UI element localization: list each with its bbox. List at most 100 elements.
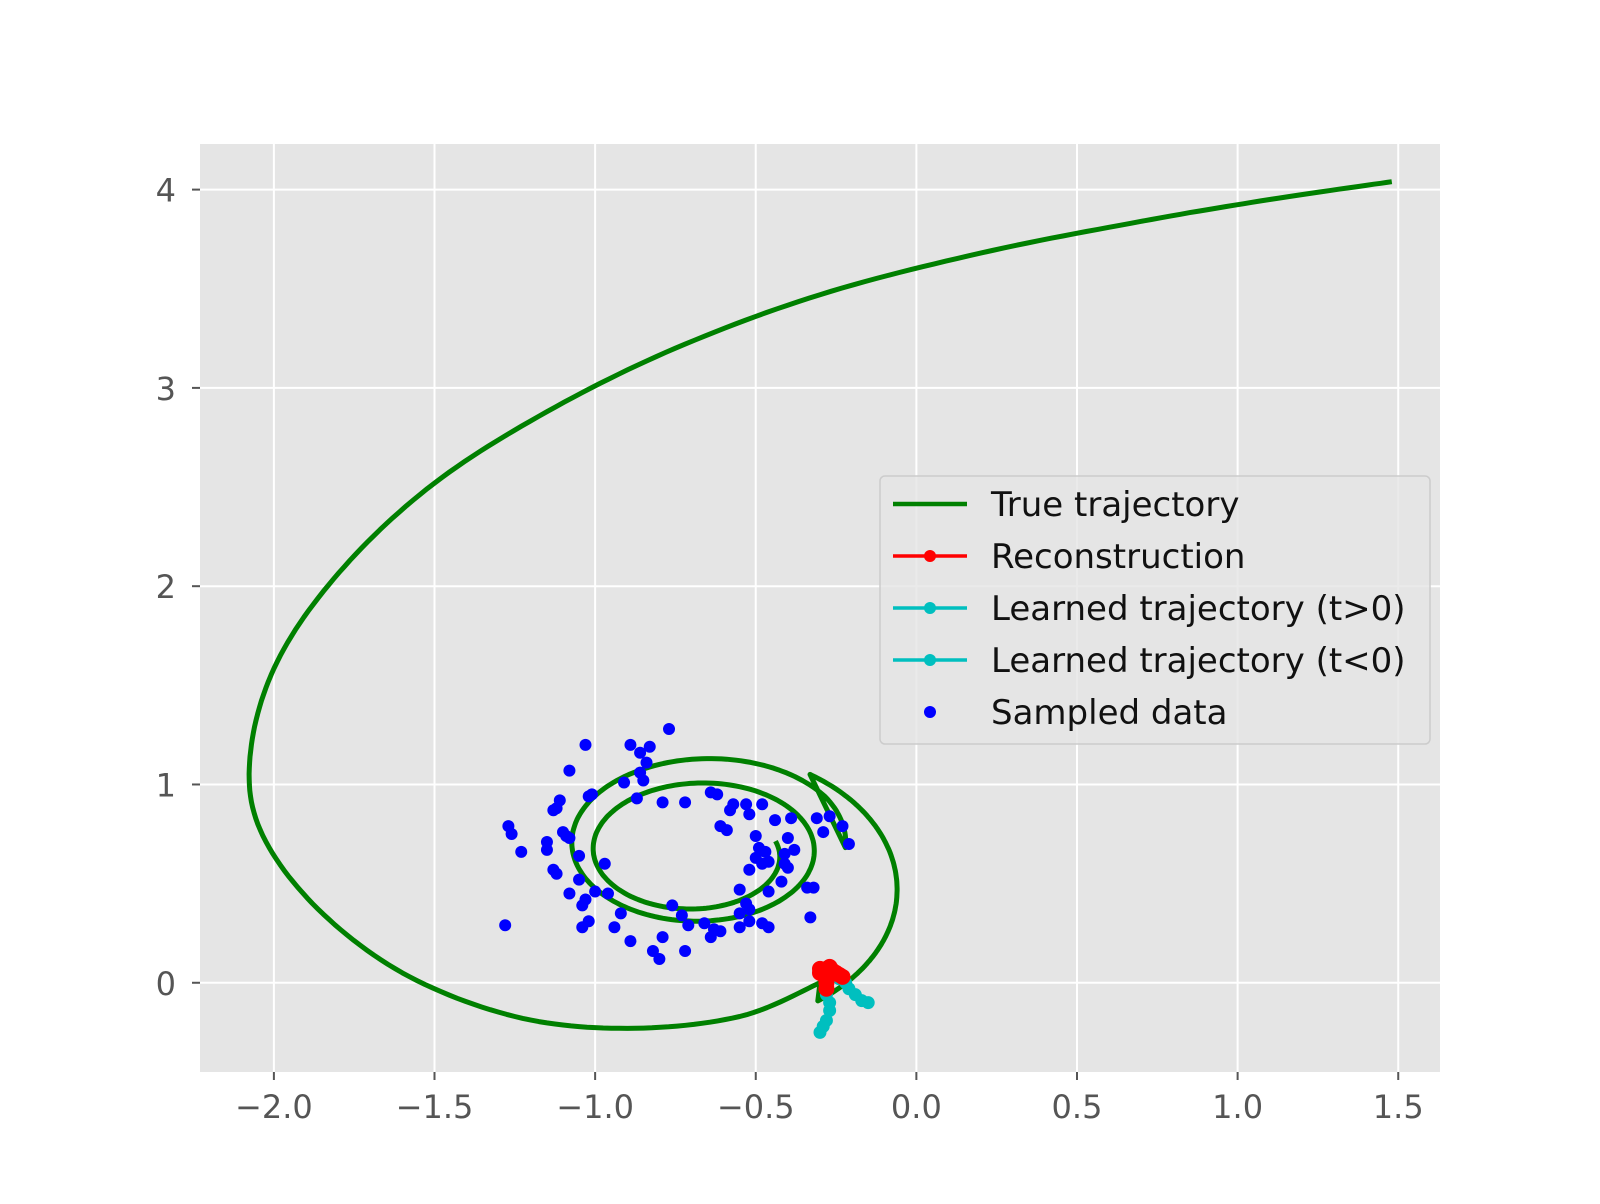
sampled-point (624, 738, 637, 751)
y-tick-label: 0 (156, 965, 176, 1003)
learned-neg-point (823, 1004, 837, 1018)
sampled-point (704, 931, 717, 944)
sampled-point (836, 820, 849, 833)
y-tick-label: 4 (156, 172, 176, 210)
sampled-point (743, 915, 756, 928)
sampled-point (756, 798, 769, 811)
sampled-point (576, 899, 589, 912)
sampled-point (637, 774, 650, 787)
sampled-point (823, 810, 836, 823)
sampled-point (781, 861, 794, 874)
sampled-point (598, 857, 611, 870)
sampled-point (618, 776, 631, 789)
sampled-point (733, 883, 746, 896)
sampled-point (576, 921, 589, 934)
legend-label-reconstruction: Reconstruction (991, 537, 1245, 577)
sampled-point (762, 921, 775, 934)
x-tick-label: −1.5 (396, 1088, 474, 1126)
sampled-point (515, 845, 528, 858)
sampled-point (646, 945, 659, 958)
reconstruction-point (834, 968, 851, 985)
legend-entry-true-trajectory: True trajectory (893, 485, 1239, 525)
x-tick-label: −0.5 (717, 1088, 795, 1126)
sampled-point (653, 952, 666, 965)
sampled-point (656, 796, 669, 809)
axis-ticks: −2.0 −1.5 −1.0 −0.5 0.0 0.5 1.0 1.5 0 1 2 3 4 (156, 172, 1424, 1126)
sampled-point (762, 885, 775, 898)
x-tick-label: −2.0 (235, 1088, 313, 1126)
sampled-point (573, 873, 586, 886)
sampled-point (679, 796, 692, 809)
sampled-point (842, 837, 855, 850)
legend: True trajectory Reconstruction Learned t… (879, 475, 1431, 745)
reconstruction-point (821, 958, 838, 975)
learned-neg-point (813, 1025, 827, 1039)
learned-pos-point (861, 996, 875, 1010)
sampled-point (778, 847, 791, 860)
legend-marker-learned-neg (924, 654, 936, 666)
legend-marker-learned-pos (924, 602, 936, 614)
legend-marker-reconstruction (924, 550, 936, 562)
sampled-point (563, 764, 576, 777)
series-sampled-data (499, 722, 855, 965)
y-tick-label: 3 (156, 370, 176, 408)
legend-box (879, 475, 1431, 745)
x-tick-label: 0.0 (891, 1088, 942, 1126)
sampled-point (759, 845, 772, 858)
legend-entry-learned-neg: Learned trajectory (t<0) (893, 641, 1406, 681)
sampled-point (724, 804, 737, 817)
x-tick-label: 0.5 (1052, 1088, 1103, 1126)
sampled-point (804, 911, 817, 924)
sampled-point (807, 881, 820, 894)
series-reconstruction (812, 958, 851, 997)
x-tick-label: −1.0 (556, 1088, 634, 1126)
sampled-point (743, 903, 756, 916)
sampled-point (769, 814, 782, 827)
reconstruction-point (818, 980, 835, 997)
sampled-point (788, 843, 801, 856)
y-tick-label: 2 (156, 568, 176, 606)
sampled-point (608, 921, 621, 934)
sampled-point (749, 830, 762, 843)
sampled-point (785, 812, 798, 825)
sampled-point (550, 867, 563, 880)
sampled-point (614, 907, 627, 920)
sampled-point (579, 738, 592, 751)
sampled-point (682, 919, 695, 932)
sampled-point (698, 917, 711, 930)
legend-entry-reconstruction: Reconstruction (893, 537, 1245, 577)
sampled-point (573, 849, 586, 862)
sampled-point (756, 857, 769, 870)
sampled-point (505, 828, 518, 841)
sampled-point (781, 832, 794, 845)
sampled-point (624, 935, 637, 948)
legend-label-sampled-data: Sampled data (991, 693, 1227, 733)
legend-label-true-trajectory: True trajectory (990, 485, 1239, 525)
sampled-point (630, 792, 643, 805)
sampled-point (589, 885, 602, 898)
sampled-point (547, 804, 560, 817)
sampled-point (711, 788, 724, 801)
sampled-point (666, 899, 679, 912)
data-layer (246, 179, 1393, 1039)
sampled-point (656, 931, 669, 944)
sampled-point (720, 824, 733, 837)
sampled-point (663, 722, 676, 735)
sampled-point (643, 740, 656, 753)
legend-entry-sampled-data: Sampled data (924, 693, 1227, 733)
legend-marker-sampled-data (924, 706, 936, 718)
sampled-point (743, 863, 756, 876)
y-tick-label: 1 (156, 766, 176, 804)
legend-label-learned-pos: Learned trajectory (t>0) (991, 589, 1406, 629)
sampled-point (540, 843, 553, 856)
sampled-point (714, 925, 727, 938)
sampled-point (810, 812, 823, 825)
sampled-point (563, 832, 576, 845)
sampled-point (733, 921, 746, 934)
legend-entry-learned-pos: Learned trajectory (t>0) (893, 589, 1406, 629)
sampled-point (775, 875, 788, 888)
x-tick-label: 1.5 (1373, 1088, 1424, 1126)
legend-label-learned-neg: Learned trajectory (t<0) (991, 641, 1406, 681)
